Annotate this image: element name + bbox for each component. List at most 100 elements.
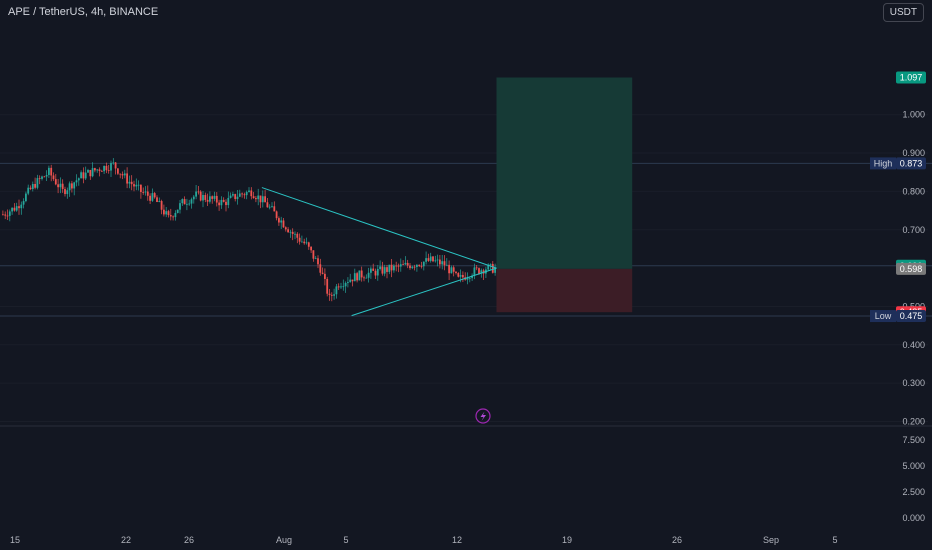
candle-body [439, 259, 441, 265]
price-tick-label: 0.300 [902, 378, 925, 388]
candle-body [381, 266, 384, 274]
candle-body [38, 178, 41, 179]
candle-body [135, 184, 138, 187]
candle-body [349, 279, 352, 283]
candle-body [169, 215, 172, 217]
candle-body [43, 176, 46, 178]
candle-body [326, 278, 329, 294]
candle-body [68, 183, 71, 191]
price-badge: 0.475 Low [870, 310, 926, 323]
candle-body [80, 172, 82, 179]
candle-body [4, 214, 7, 216]
symbol-title[interactable]: APE / TetherUS, 4h, BINANCE [8, 6, 159, 18]
candle-body [96, 169, 99, 171]
candle-body [45, 174, 48, 177]
candle-body [395, 265, 398, 267]
candle-body [213, 195, 216, 199]
price-tick-label: 0.900 [902, 148, 925, 158]
candle-body [422, 261, 425, 267]
candle-body [259, 195, 262, 203]
candle-body [317, 258, 319, 265]
time-tick-label: 22 [121, 535, 131, 545]
candle-body [261, 196, 264, 203]
candle-body [406, 262, 409, 266]
price-badge-box [896, 157, 926, 170]
price-badge-box [896, 262, 926, 275]
price-badge-label: High [874, 158, 893, 168]
candle-body [77, 178, 80, 181]
candle-body [333, 294, 335, 296]
candle-body [353, 273, 356, 282]
candle-body [275, 211, 278, 219]
candle-body [445, 264, 448, 266]
price-tick-label: 0.200 [902, 417, 925, 427]
candle-body [232, 194, 234, 196]
candle-body [75, 180, 78, 183]
candle-body [347, 282, 349, 283]
candle-body [310, 246, 312, 251]
candle-body [117, 168, 119, 174]
candle-body [229, 195, 232, 198]
pane-divider[interactable] [0, 408, 932, 427]
candle-body [473, 267, 476, 276]
time-tick-label: 5 [832, 535, 837, 545]
candle-body [130, 181, 133, 185]
target-zone [496, 77, 633, 269]
position-zones[interactable] [496, 77, 633, 313]
trendlines[interactable] [261, 187, 497, 317]
candle-body [94, 168, 96, 171]
candle-body [443, 261, 446, 266]
candle-body [181, 199, 184, 204]
candle-body [429, 256, 432, 261]
volume-tick-label: 2.500 [902, 487, 925, 497]
candle-body [123, 173, 126, 176]
candle-body [416, 264, 418, 267]
price-badge-value: 0.873 [900, 158, 923, 168]
candle-body [324, 273, 326, 279]
volume-tick-label: 5.000 [902, 461, 925, 471]
candle-body [418, 264, 421, 266]
price-badge: 0.873 High [870, 157, 926, 170]
time-axis[interactable]: 15 22 26 Aug 5 12 19 26 Sep 5 [10, 535, 838, 545]
candle-body [491, 263, 494, 273]
candle-body [218, 202, 220, 206]
price-badge-flag [870, 310, 896, 323]
candle-body [356, 273, 358, 281]
candle-body [273, 206, 276, 212]
candle-body [321, 272, 324, 274]
lightning-icon[interactable] [475, 408, 491, 424]
price-tick-label: 0.800 [902, 186, 925, 196]
price-badge-value: 0.475 [900, 311, 923, 321]
stop-zone [496, 268, 633, 313]
candle-body [176, 209, 179, 213]
candle-body [413, 266, 416, 268]
candle-body [48, 167, 50, 175]
candle-body [367, 272, 370, 278]
candle-body [390, 264, 393, 271]
candle-body [146, 191, 149, 196]
candle-body [409, 265, 411, 269]
candle-body [126, 173, 128, 184]
candle-body [156, 197, 158, 203]
candle-body [436, 259, 439, 261]
candle-body [494, 268, 496, 273]
candle-body [59, 183, 62, 188]
candle-body [330, 294, 333, 296]
candle-body [411, 266, 414, 269]
candle-body [471, 275, 473, 278]
candle-body [278, 218, 280, 223]
candle-body [243, 194, 246, 196]
candle-body [351, 279, 354, 282]
candle-body [459, 275, 462, 277]
currency-button[interactable]: USDT [882, 3, 924, 22]
candle-body [296, 233, 299, 238]
time-tick-label: Sep [763, 535, 779, 545]
candle-body [82, 172, 85, 179]
candle-body [450, 267, 453, 274]
candle-body [144, 191, 147, 193]
candle-body [370, 268, 372, 273]
candle-body [112, 162, 115, 164]
candle-body [284, 227, 287, 230]
candle-body [376, 268, 379, 276]
